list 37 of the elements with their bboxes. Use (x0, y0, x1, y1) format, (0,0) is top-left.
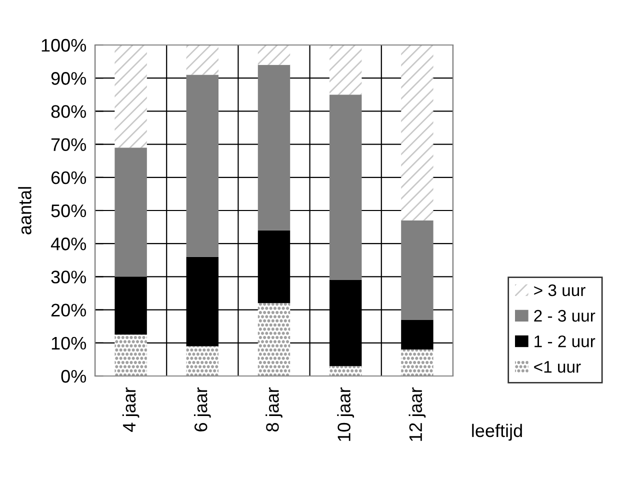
x-axis-title: leeftijd (472, 424, 522, 441)
bar (258, 45, 290, 65)
bar (114, 334, 147, 376)
x-tick-label: 12 jaar (408, 387, 426, 441)
y-tick-label: 60% (51, 171, 86, 184)
bar (258, 303, 290, 376)
bar (186, 74, 219, 257)
bar (114, 148, 147, 277)
y-axis-title: aantal (18, 187, 32, 234)
legend-label: > 3 uur (534, 284, 586, 296)
legend-label: <1 uur (534, 361, 581, 373)
bar (186, 45, 219, 75)
bar (401, 45, 434, 220)
x-tick-label: 8 jaar (266, 387, 282, 432)
y-tick-label: 70% (51, 138, 86, 152)
legend-label: 2 - 3 uur (534, 310, 596, 322)
x-tick-label: 6 jaar (194, 387, 211, 432)
y-tick-label: 30% (51, 270, 86, 284)
legend-label: 1 - 2 uur (534, 335, 596, 348)
bar (401, 350, 434, 376)
y-tick-label: 80% (51, 105, 86, 118)
y-tick-label: 20% (51, 304, 86, 317)
y-tick-label: 90% (51, 72, 86, 85)
x-tick-label: 4 jaar (122, 387, 140, 432)
bar (401, 220, 434, 320)
bar (329, 366, 362, 376)
x-tick-label: 10 jaar (337, 387, 354, 441)
bar (329, 45, 362, 95)
y-tick-label: 100% (42, 38, 86, 52)
bar (114, 45, 147, 148)
y-tick-label: 40% (50, 238, 86, 250)
bar (258, 64, 290, 230)
bar (186, 346, 219, 376)
y-tick-label: 50% (51, 204, 86, 218)
y-tick-label: 10% (52, 336, 86, 350)
bar (329, 94, 362, 280)
y-tick-label: 0% (61, 370, 86, 383)
